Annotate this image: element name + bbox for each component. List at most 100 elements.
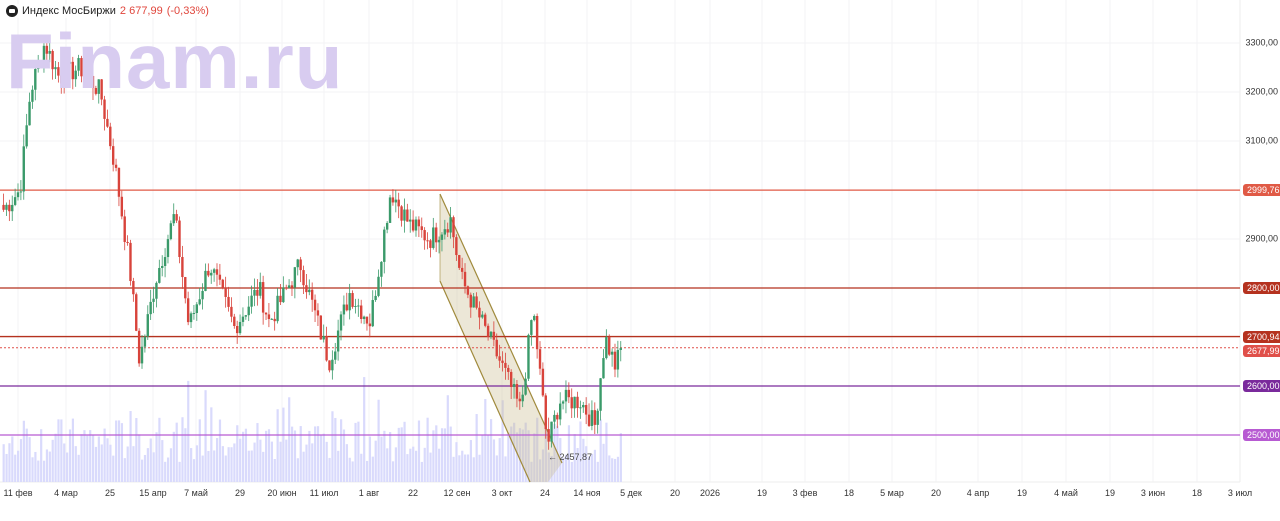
candle-up (247, 306, 250, 316)
candle-up (339, 314, 343, 331)
candle-down (299, 259, 302, 271)
volume-bar (475, 414, 478, 482)
volume-bar (495, 455, 498, 482)
candle-up (331, 359, 334, 371)
volume-bar (351, 461, 354, 482)
volume-bar (259, 439, 262, 482)
volume-bar (282, 407, 285, 482)
level-price-badge: 2800,00 (1243, 282, 1280, 294)
volume-bar (270, 441, 273, 482)
instrument-title[interactable]: Индекс МосБиржи (22, 5, 116, 17)
volume-bar (109, 444, 112, 482)
time-axis-label: 5 дек (620, 488, 642, 498)
candle-down (567, 389, 571, 398)
volume-bar (389, 432, 392, 482)
candle-down (235, 325, 239, 334)
volume-bar (192, 459, 196, 482)
candle-down (556, 414, 559, 420)
candle-down (178, 220, 181, 258)
candle-up (521, 394, 524, 402)
volume-bar (599, 419, 602, 482)
candle-up (596, 410, 599, 425)
volume-bar (256, 423, 259, 482)
candle-down (207, 270, 210, 276)
candle-up (489, 331, 493, 337)
candle-up (432, 227, 435, 248)
candle-up (169, 223, 173, 240)
candle-up (374, 295, 377, 301)
candle-down (544, 395, 547, 430)
candle-up (22, 146, 25, 192)
volume-bar (412, 446, 415, 482)
volume-bar (63, 443, 66, 482)
volume-bar (97, 436, 100, 482)
candle-down (227, 296, 230, 307)
volume-bar (613, 458, 617, 482)
time-axis-label: 20 (930, 488, 942, 498)
candle-up (155, 282, 158, 299)
candle-up (362, 316, 366, 319)
volume-bar (141, 459, 144, 482)
candle-up (440, 234, 444, 240)
volume-bar (368, 436, 372, 482)
candle-up (449, 217, 452, 233)
candle-up (161, 266, 164, 268)
candle-down (518, 398, 522, 402)
volume-bar (172, 431, 175, 482)
volume-bar (397, 427, 400, 482)
candle-up (403, 209, 406, 221)
volume-bar (285, 439, 288, 482)
candle-down (80, 58, 83, 77)
candle-down (406, 209, 409, 222)
candle-up (380, 261, 383, 277)
candle-up (65, 63, 69, 85)
volume-bar (602, 443, 605, 482)
candle-up (561, 401, 565, 404)
volume-bar (423, 447, 426, 482)
candle-down (117, 167, 121, 197)
candle-down (584, 404, 588, 415)
volume-bar (210, 407, 213, 482)
volume-bar (184, 428, 187, 482)
volume-bar (138, 434, 141, 482)
candle-down (261, 282, 265, 313)
price-axis-label: 3200,00 (1245, 86, 1278, 97)
volume-bar (146, 448, 149, 482)
candle-down (547, 429, 550, 442)
candle-down (429, 240, 432, 248)
candle-up (97, 79, 100, 94)
candle-down (434, 227, 438, 243)
volume-bar (527, 430, 530, 482)
volume-bar (507, 432, 510, 482)
volume-bar (340, 419, 343, 482)
candle-down (221, 279, 224, 289)
candle-down (426, 240, 429, 242)
volume-bar (590, 453, 594, 482)
volume-bar (438, 448, 441, 482)
candle-up (383, 229, 386, 262)
candle-up (189, 313, 193, 323)
volume-bar (37, 460, 40, 482)
volume-bar (487, 434, 490, 482)
volume-bar (77, 454, 80, 482)
candle-up (210, 272, 213, 276)
candle-down (501, 360, 504, 363)
volume-bar (247, 450, 250, 482)
volume-bar (221, 446, 224, 482)
time-axis-label: 19 (1104, 488, 1116, 498)
volume-bar (302, 451, 305, 482)
time-axis-label: 3 июл (1227, 488, 1253, 498)
volume-bar (158, 417, 161, 482)
volume-bar (478, 454, 481, 482)
candle-up (334, 351, 337, 360)
volume-bar (135, 418, 138, 482)
candle-up (619, 348, 622, 350)
candle-down (62, 83, 66, 85)
volume-bar (331, 411, 334, 482)
volume-bar (213, 450, 216, 482)
candle-up (602, 358, 605, 379)
volume-bar (449, 426, 452, 482)
volume-bar (371, 456, 374, 482)
candle-down (132, 281, 135, 295)
